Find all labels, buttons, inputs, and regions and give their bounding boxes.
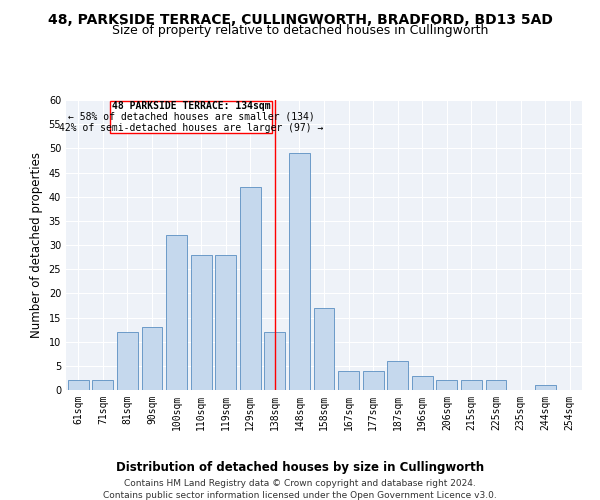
Text: Size of property relative to detached houses in Cullingworth: Size of property relative to detached ho… [112, 24, 488, 37]
Bar [412, 376, 433, 390]
Text: 42% of semi-detached houses are larger (97) →: 42% of semi-detached houses are larger (… [59, 122, 323, 132]
Bar [485, 380, 506, 390]
Bar [362, 370, 383, 390]
Bar [461, 380, 482, 390]
Text: Distribution of detached houses by size in Cullingworth: Distribution of detached houses by size … [116, 461, 484, 474]
Text: Contains public sector information licensed under the Open Government Licence v3: Contains public sector information licen… [103, 490, 497, 500]
Bar [387, 361, 408, 390]
Bar [142, 327, 163, 390]
Bar [166, 236, 187, 390]
Bar [191, 254, 212, 390]
Bar [92, 380, 113, 390]
Text: 48 PARKSIDE TERRACE: 134sqm: 48 PARKSIDE TERRACE: 134sqm [112, 102, 271, 112]
Bar [265, 332, 286, 390]
Bar [68, 380, 89, 390]
Bar [215, 254, 236, 390]
Text: Contains HM Land Registry data © Crown copyright and database right 2024.: Contains HM Land Registry data © Crown c… [124, 480, 476, 488]
Bar [338, 370, 359, 390]
Y-axis label: Number of detached properties: Number of detached properties [30, 152, 43, 338]
Text: ← 58% of detached houses are smaller (134): ← 58% of detached houses are smaller (13… [68, 112, 314, 122]
Bar [117, 332, 138, 390]
Bar [535, 385, 556, 390]
Bar [110, 101, 272, 133]
Bar [436, 380, 457, 390]
Bar [314, 308, 334, 390]
Text: 48, PARKSIDE TERRACE, CULLINGWORTH, BRADFORD, BD13 5AD: 48, PARKSIDE TERRACE, CULLINGWORTH, BRAD… [47, 12, 553, 26]
Bar [240, 187, 261, 390]
Bar [289, 153, 310, 390]
